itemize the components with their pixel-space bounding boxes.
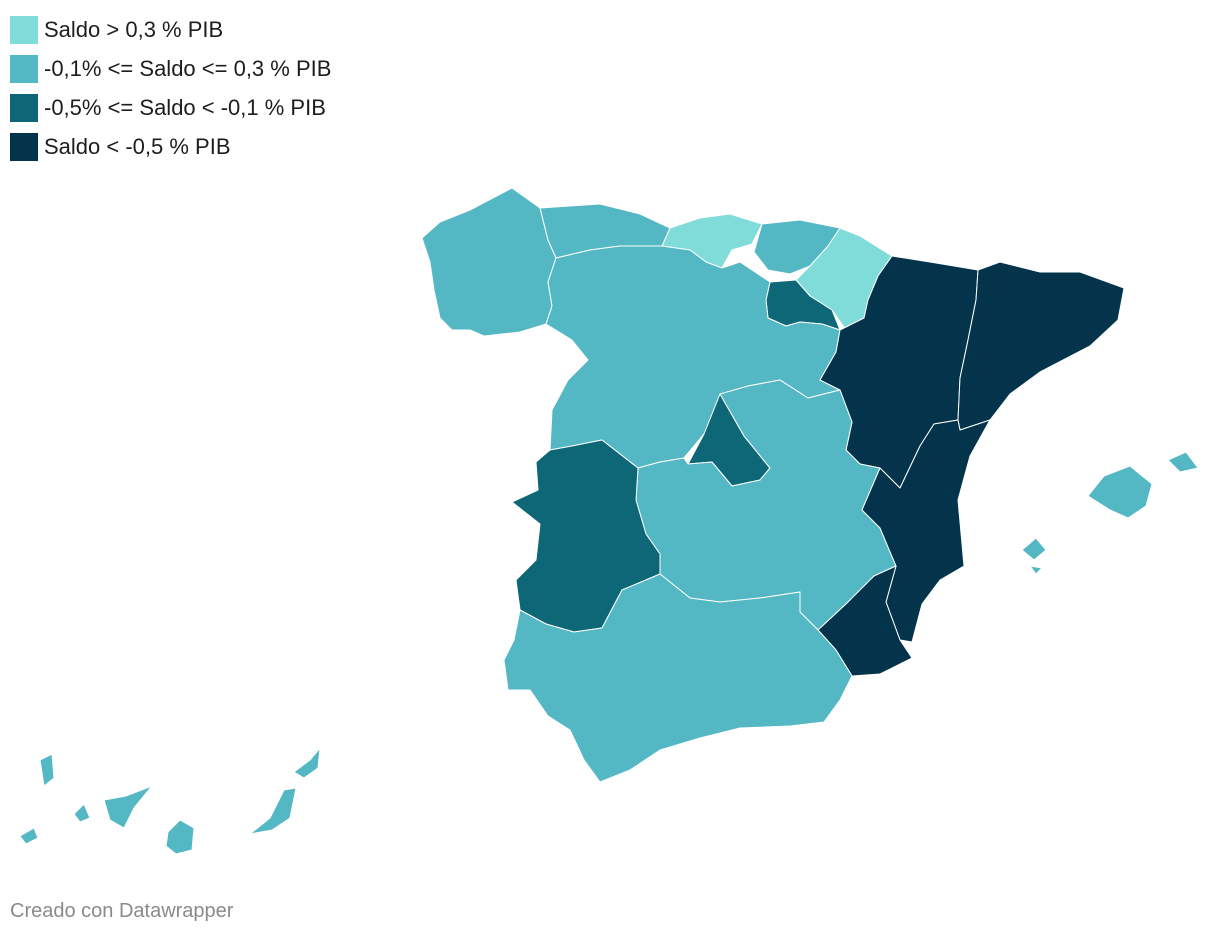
legend-item: -0,5% <= Saldo < -0,1 % PIB (10, 88, 331, 127)
region-andalucia[interactable] (503, 573, 853, 783)
legend-swatch (10, 54, 38, 83)
region-canarias-tenerife[interactable] (103, 785, 153, 829)
region-galicia[interactable] (421, 187, 557, 337)
region-baleares-menorca[interactable] (1167, 451, 1199, 473)
region-canarias-la-gomera[interactable] (73, 803, 91, 823)
legend-label: -0,5% <= Saldo < -0,1 % PIB (44, 94, 326, 120)
region-cataluna[interactable] (957, 261, 1125, 431)
legend-item: -0,1% <= Saldo <= 0,3 % PIB (10, 49, 331, 88)
region-baleares-mallorca[interactable] (1087, 465, 1153, 519)
region-baleares-ibiza[interactable] (1021, 537, 1047, 561)
credit-text: Creado con Datawrapper (10, 900, 234, 922)
region-canarias-lanzarote[interactable] (293, 747, 321, 779)
region-murcia[interactable] (817, 565, 913, 677)
legend-swatch (10, 93, 38, 122)
legend: Saldo > 0,3 % PIB -0,1% <= Saldo <= 0,3 %… (10, 10, 331, 166)
legend-label: Saldo > 0,3 % PIB (44, 16, 224, 42)
region-canarias-la-palma[interactable] (39, 753, 55, 787)
legend-item: Saldo < -0,5 % PIB (10, 127, 331, 166)
legend-swatch (10, 15, 38, 44)
legend-swatch (10, 132, 38, 161)
legend-item: Saldo > 0,3 % PIB (10, 10, 331, 49)
region-canarias-gran-canaria[interactable] (165, 819, 195, 855)
region-canarias-el-hierro[interactable] (19, 827, 39, 845)
region-baleares-formentera[interactable] (1029, 565, 1043, 575)
legend-label: -0,1% <= Saldo <= 0,3 % PIB (44, 55, 332, 81)
legend-label: Saldo < -0,5 % PIB (44, 133, 231, 159)
region-canarias-fuerteventura[interactable] (249, 787, 297, 835)
